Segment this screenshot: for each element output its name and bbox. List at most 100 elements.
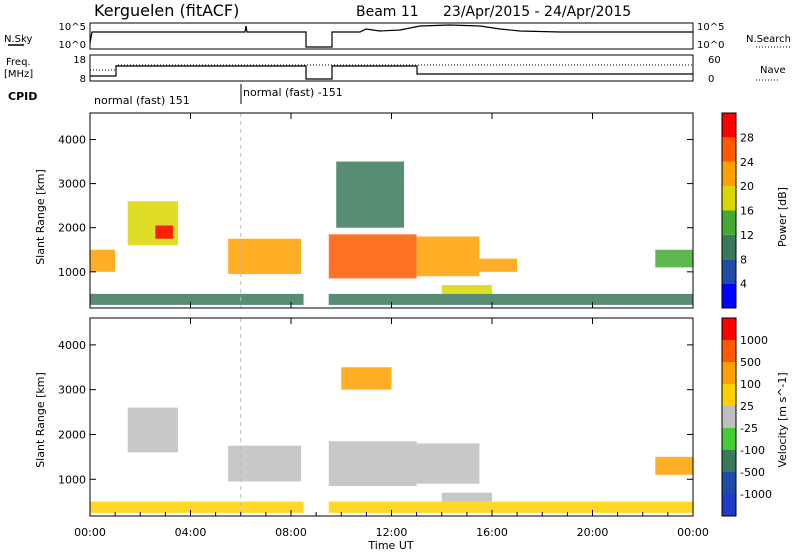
noise-right-tick-low: 10^0 <box>697 40 724 51</box>
colorbar-segment <box>722 186 736 211</box>
date-range: 23/Apr/2015 - 24/Apr/2015 <box>443 4 631 20</box>
y-tick-label: 4000 <box>58 339 86 352</box>
frequency-panel: Freq. [MHz] 18 8 60 0 Nave <box>4 54 786 85</box>
colorbar-tick-label: -1000 <box>740 488 772 501</box>
cpid-row: CPID normal (fast) 151 normal (fast) -15… <box>8 84 343 107</box>
y-tick-label: 1000 <box>58 473 86 486</box>
time-axis-label: Time UT <box>367 539 413 552</box>
velocity-y-axis: 1000 2000 3000 4000 <box>58 339 693 486</box>
colorbar-segment <box>722 428 736 450</box>
colorbar-tick-label: 16 <box>740 205 754 218</box>
y-tick-label: 4000 <box>58 133 86 146</box>
colorbar-tick-label: 8 <box>740 253 747 266</box>
colorbar-tick-label: 100 <box>740 378 761 391</box>
colorbar-segment <box>722 318 736 340</box>
power-echo-region <box>90 249 116 272</box>
cpid-segment-2: normal (fast) -151 <box>243 86 343 99</box>
frequency-trace <box>90 65 693 80</box>
velocity-echo-region <box>127 407 178 453</box>
x-tick-label: 20:00 <box>577 526 609 539</box>
colorbar-segment <box>722 472 736 494</box>
power-panel: 1000 2000 3000 4000 Slant Range [km] 4 8 12 16… <box>34 112 789 309</box>
freq-label-line2: [MHz] <box>4 69 33 80</box>
cpid-segment-1: normal (fast) 151 <box>94 94 190 107</box>
nave-label: Nave <box>760 65 786 76</box>
power-data-gap <box>303 113 329 308</box>
colorbar-frame <box>721 317 737 517</box>
cpid-label: CPID <box>8 90 37 103</box>
velocity-data-layer <box>90 318 693 516</box>
beam-label: Beam 11 <box>356 4 419 20</box>
colorbar-tick-label: 1000 <box>740 334 768 347</box>
colorbar-segment <box>722 259 736 284</box>
velocity-echo-region <box>228 445 302 482</box>
power-colorbar-label: Power [dB] <box>776 187 789 247</box>
velocity-echo-region <box>655 456 693 475</box>
power-echo-region <box>441 285 492 294</box>
nave-tick-low: 0 <box>708 74 714 85</box>
colorbar-segment <box>722 450 736 472</box>
colorbar-tick-label: 25 <box>740 400 754 413</box>
colorbar-tick-label: 20 <box>740 180 754 193</box>
time-axis: 00:00 04:00 08:00 12:00 16:00 20:00 00:00 <box>74 113 709 539</box>
velocity-colorbar: 1000 500 100 25 -25 -100 -500 -1000 <box>721 317 772 517</box>
noise-panel-frame <box>89 22 694 50</box>
velocity-panel-frame <box>89 317 694 517</box>
colorbar-segment <box>722 137 736 162</box>
colorbar-tick-label: 24 <box>740 156 754 169</box>
freq-tick-low: 8 <box>80 74 86 85</box>
y-tick-label: 2000 <box>58 222 86 235</box>
y-tick-label: 1000 <box>58 266 86 279</box>
velocity-echo-region <box>416 443 480 484</box>
velocity-echo-region <box>441 492 492 502</box>
power-echo-region <box>479 258 518 272</box>
colorbar-tick-label: -100 <box>740 444 765 457</box>
power-colorbar: 4 8 12 16 20 24 28 <box>721 112 754 309</box>
colorbar-segment <box>722 283 736 308</box>
velocity-ylabel: Slant Range [km] <box>34 372 47 468</box>
colorbar-tick-label: 500 <box>740 356 761 369</box>
nave-trace <box>90 64 693 71</box>
velocity-colorbar-label: Velocity [m s^-1] <box>776 372 789 467</box>
colorbar-tick-label: -25 <box>740 422 758 435</box>
power-echo-region <box>655 249 693 268</box>
colorbar-segment <box>722 234 736 260</box>
colorbar-segment <box>722 406 736 428</box>
power-echo-region <box>228 238 302 275</box>
velocity-echo-region <box>328 441 417 486</box>
colorbar-tick-label: 28 <box>740 131 754 144</box>
colorbar-tick-label: 12 <box>740 229 754 242</box>
colorbar-frame <box>721 112 737 309</box>
nave-tick-high: 60 <box>708 55 721 66</box>
power-echo-region <box>416 236 480 277</box>
colorbar-segment <box>722 210 736 235</box>
velocity-panel: 1000 2000 3000 4000 Slant Range [km] 1000 50… <box>34 317 789 517</box>
power-data-layer <box>90 113 693 308</box>
noise-sky-trace <box>89 24 693 48</box>
noise-panel: N.Sky 10^5 10^0 10^5 10^0 N.Search <box>4 22 791 51</box>
colorbar-segment <box>722 113 736 138</box>
y-tick-label: 2000 <box>58 428 86 441</box>
colorbar-tick-label: 4 <box>740 278 747 291</box>
y-tick-label: 3000 <box>58 384 86 397</box>
colorbar-segment <box>722 161 736 187</box>
power-echo-region <box>328 234 417 279</box>
frequency-panel-frame <box>89 54 694 82</box>
x-tick-label: 16:00 <box>476 526 508 539</box>
noise-left-tick-high: 10^5 <box>59 22 86 33</box>
noise-left-label: N.Sky <box>4 34 32 45</box>
noise-left-tick-low: 10^0 <box>59 40 86 51</box>
power-echo-region <box>90 293 693 305</box>
station-title: Kerguelen (fitACF) <box>94 1 239 20</box>
freq-label-line1: Freq. <box>6 57 31 68</box>
x-tick-label: 04:00 <box>175 526 207 539</box>
freq-tick-high: 18 <box>73 55 86 66</box>
power-echo-region <box>336 161 405 228</box>
power-echo-region <box>155 225 173 239</box>
x-tick-label: 12:00 <box>376 526 408 539</box>
velocity-echo-region <box>341 367 392 390</box>
power-ylabel: Slant Range [km] <box>34 169 47 265</box>
noise-right-tick-high: 10^5 <box>697 22 724 33</box>
x-tick-label: 08:00 <box>275 526 307 539</box>
